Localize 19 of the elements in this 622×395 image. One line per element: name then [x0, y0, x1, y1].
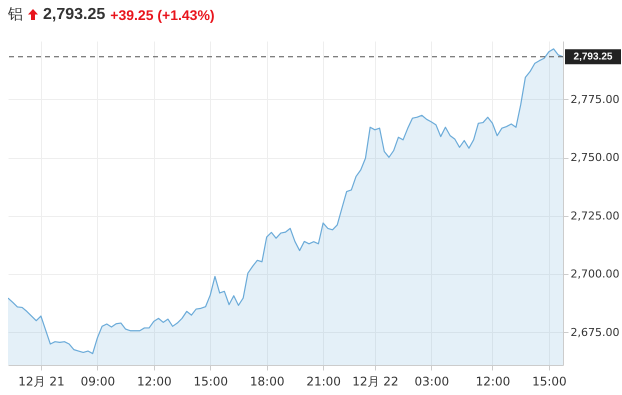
- x-tick-label: 15:00: [532, 374, 567, 388]
- y-tick-label: 2,675.00: [570, 326, 620, 339]
- x-tick-label: 03:00: [414, 374, 450, 388]
- x-tick-label: 21:00: [306, 374, 341, 388]
- text: 2,793.25: [43, 6, 106, 24]
- text: +39.25 (+1.43%): [110, 6, 215, 22]
- y-tick-label: 2,700.00: [570, 268, 620, 281]
- y-tick-label: 2,725.00: [570, 209, 620, 222]
- y-tick-label: 2,750.00: [570, 151, 620, 164]
- x-tick-label: 12月 22: [352, 374, 399, 388]
- x-tick-label: 18:00: [250, 374, 284, 388]
- x-tick-label: 12:00: [476, 374, 510, 388]
- x-tick-label: 09:00: [80, 374, 116, 388]
- ref-line-label: 2,793.25: [574, 52, 613, 63]
- x-tick-label: 12:00: [137, 374, 172, 388]
- y-tick-label: 2,775.00: [570, 92, 620, 106]
- x-tick-label: 15:00: [193, 374, 228, 388]
- x-tick-label: 12月 21: [18, 374, 65, 388]
- chart-title: 铝: [8, 5, 23, 24]
